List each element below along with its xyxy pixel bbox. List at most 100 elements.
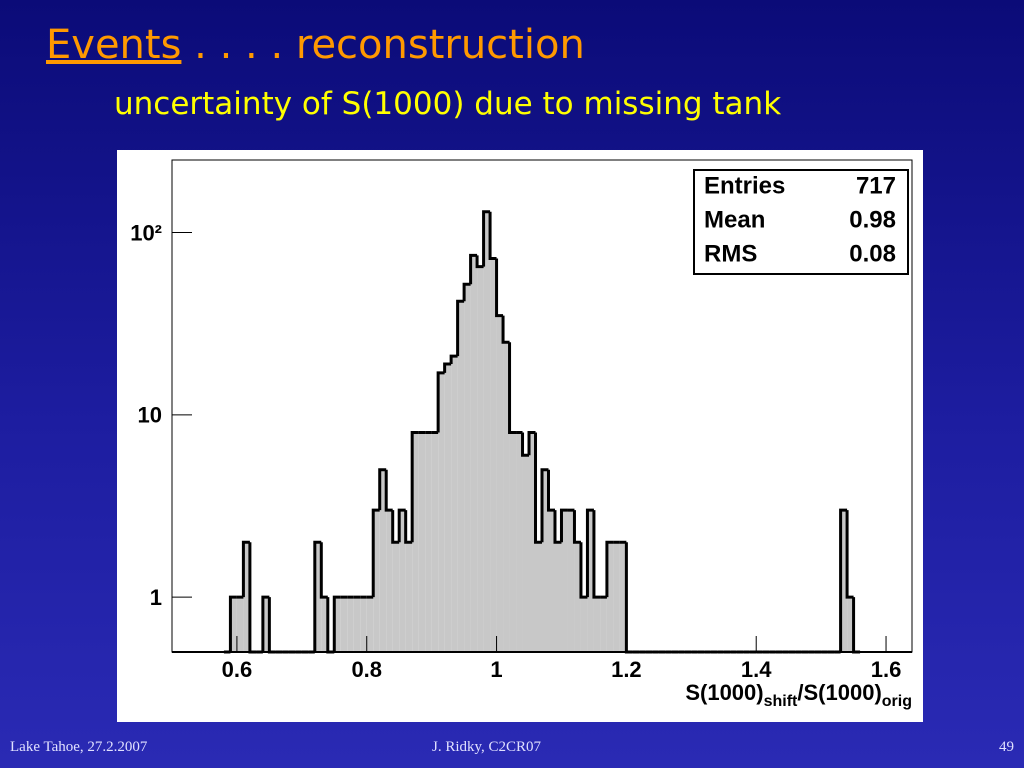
x-tick-label: 1.6 (871, 657, 902, 682)
x-tick-label: 1 (490, 657, 502, 682)
bar-edge (559, 508, 568, 543)
bar-edge (501, 315, 510, 344)
bar (412, 432, 419, 652)
footer-center: J. Ridky, C2CR07 (432, 739, 542, 755)
stats-label: Entries (704, 172, 785, 199)
bar-edge (572, 510, 581, 544)
x-tick-label: 1.4 (741, 657, 772, 682)
stats-value: 0.08 (849, 240, 896, 267)
bar (567, 510, 575, 652)
bar (619, 542, 627, 652)
bar (522, 455, 530, 652)
bar (366, 597, 374, 652)
bar-edge (852, 597, 861, 654)
stats-box (693, 169, 909, 275)
x-label-part: /S(1000) (797, 680, 881, 705)
x-label-part: S(1000) (685, 680, 763, 705)
bar (236, 597, 244, 652)
bar-edge (456, 299, 465, 357)
bar (464, 284, 471, 652)
bar-edge (436, 371, 445, 433)
bar (321, 597, 328, 652)
bar (392, 542, 400, 652)
bar (347, 597, 354, 652)
title-link: Events (46, 22, 182, 68)
slide-title: Events . . . . reconstruction (46, 22, 585, 68)
bar-edge (605, 540, 614, 598)
bar (542, 469, 549, 652)
bar (587, 510, 594, 652)
bar (477, 266, 484, 652)
bar-edge (228, 595, 237, 652)
bar-edge (495, 258, 504, 318)
bar (386, 510, 393, 652)
bar-edge (534, 432, 542, 544)
bar (496, 315, 504, 652)
bar (561, 510, 568, 652)
stats-label: RMS (704, 240, 757, 267)
bar-edge (443, 362, 452, 373)
bar-edge (579, 542, 588, 599)
bar-edge (371, 508, 380, 598)
bar-edge (546, 469, 555, 512)
bar-edge (313, 540, 322, 652)
bar-edge (475, 255, 484, 269)
bar (470, 255, 478, 653)
bar (451, 356, 458, 652)
bar-edge (469, 253, 478, 285)
bar (243, 542, 250, 652)
bar (580, 597, 588, 652)
bar (574, 542, 581, 652)
bar (379, 469, 387, 652)
bar-edge (521, 432, 530, 457)
bar-edge (845, 510, 854, 599)
bar (593, 597, 601, 652)
x-axis-label: S(1000)shift/S(1000)orig (685, 680, 912, 710)
bar-edge (241, 540, 250, 598)
bar-edge (553, 510, 562, 544)
bar (516, 432, 523, 652)
bar (431, 432, 439, 652)
bar (548, 510, 555, 652)
bar-edge (508, 342, 517, 434)
bar-edge (482, 210, 491, 267)
bar-edge (332, 595, 341, 652)
bar (529, 432, 536, 652)
bar-edge (384, 469, 393, 512)
bar (613, 542, 620, 652)
bar-edge (488, 211, 497, 261)
bar (230, 597, 237, 652)
bar (262, 597, 270, 652)
bar (490, 258, 497, 652)
bar-edge (261, 595, 270, 652)
bar-edge (592, 510, 601, 599)
bar (340, 597, 348, 652)
bar (438, 372, 445, 652)
bar (840, 510, 848, 652)
bar (847, 597, 854, 652)
bar-edge (248, 542, 257, 654)
stats-label: Mean (704, 206, 765, 233)
footer-right: 49 (999, 739, 1014, 755)
bar (334, 597, 341, 652)
footer-left: Lake Tahoe, 27.2.2007 (10, 739, 148, 755)
bar (600, 597, 607, 652)
bar-edge (391, 510, 400, 544)
bar-edge (267, 597, 276, 654)
bar-edge (319, 542, 328, 599)
bar-edge (839, 508, 848, 652)
bar (425, 432, 432, 652)
x-label-subscript: orig (882, 693, 912, 710)
bar-edge (449, 354, 458, 365)
bar-edge (540, 468, 549, 543)
bar (483, 211, 491, 652)
y-tick-label: 10 (138, 403, 162, 428)
x-label-subscript: shift (764, 693, 798, 710)
bar-edge (404, 510, 413, 544)
bar-edge (378, 468, 387, 511)
y-tick-label: 10² (130, 220, 162, 245)
bar (353, 597, 361, 652)
bar (399, 510, 406, 652)
